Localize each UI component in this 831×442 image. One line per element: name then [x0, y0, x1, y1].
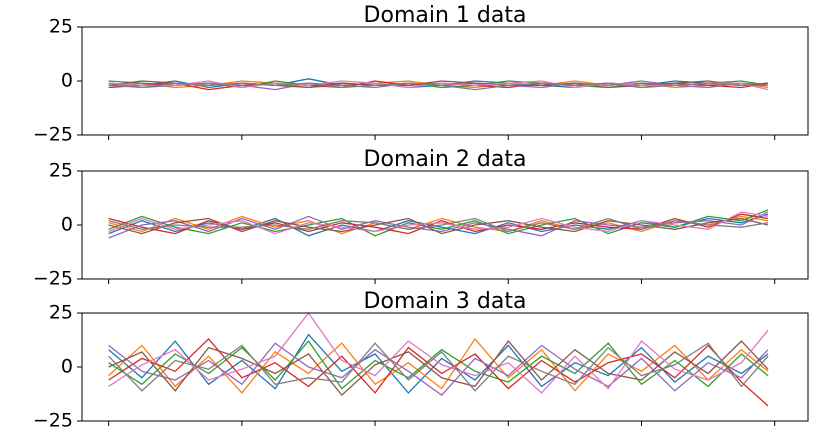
panel-title: Domain 1 data	[364, 3, 527, 28]
data-line	[108, 209, 769, 237]
y-tick-label: 0	[61, 70, 73, 92]
data-line	[108, 342, 769, 392]
data-line	[108, 311, 769, 394]
data-line	[108, 82, 768, 91]
y-tick-label: 25	[49, 16, 73, 38]
axes-frame	[81, 170, 809, 280]
panel-title: Domain 3 data	[364, 289, 527, 314]
axes-frame	[81, 26, 809, 136]
y-tick-label: 25	[49, 302, 73, 324]
data-line	[108, 217, 769, 235]
y-tick-label: 0	[61, 356, 73, 378]
y-tick-label: 25	[49, 160, 73, 182]
data-line	[108, 342, 769, 396]
axes-frame	[81, 312, 809, 422]
y-tick-label: −25	[33, 124, 73, 146]
y-tick-label: −25	[33, 410, 73, 432]
data-line	[108, 217, 769, 233]
data-line	[108, 340, 769, 397]
y-tick-label: 0	[61, 214, 73, 236]
panel-title: Domain 2 data	[364, 147, 527, 172]
y-tick-label: −25	[33, 268, 73, 290]
data-line	[108, 80, 769, 91]
